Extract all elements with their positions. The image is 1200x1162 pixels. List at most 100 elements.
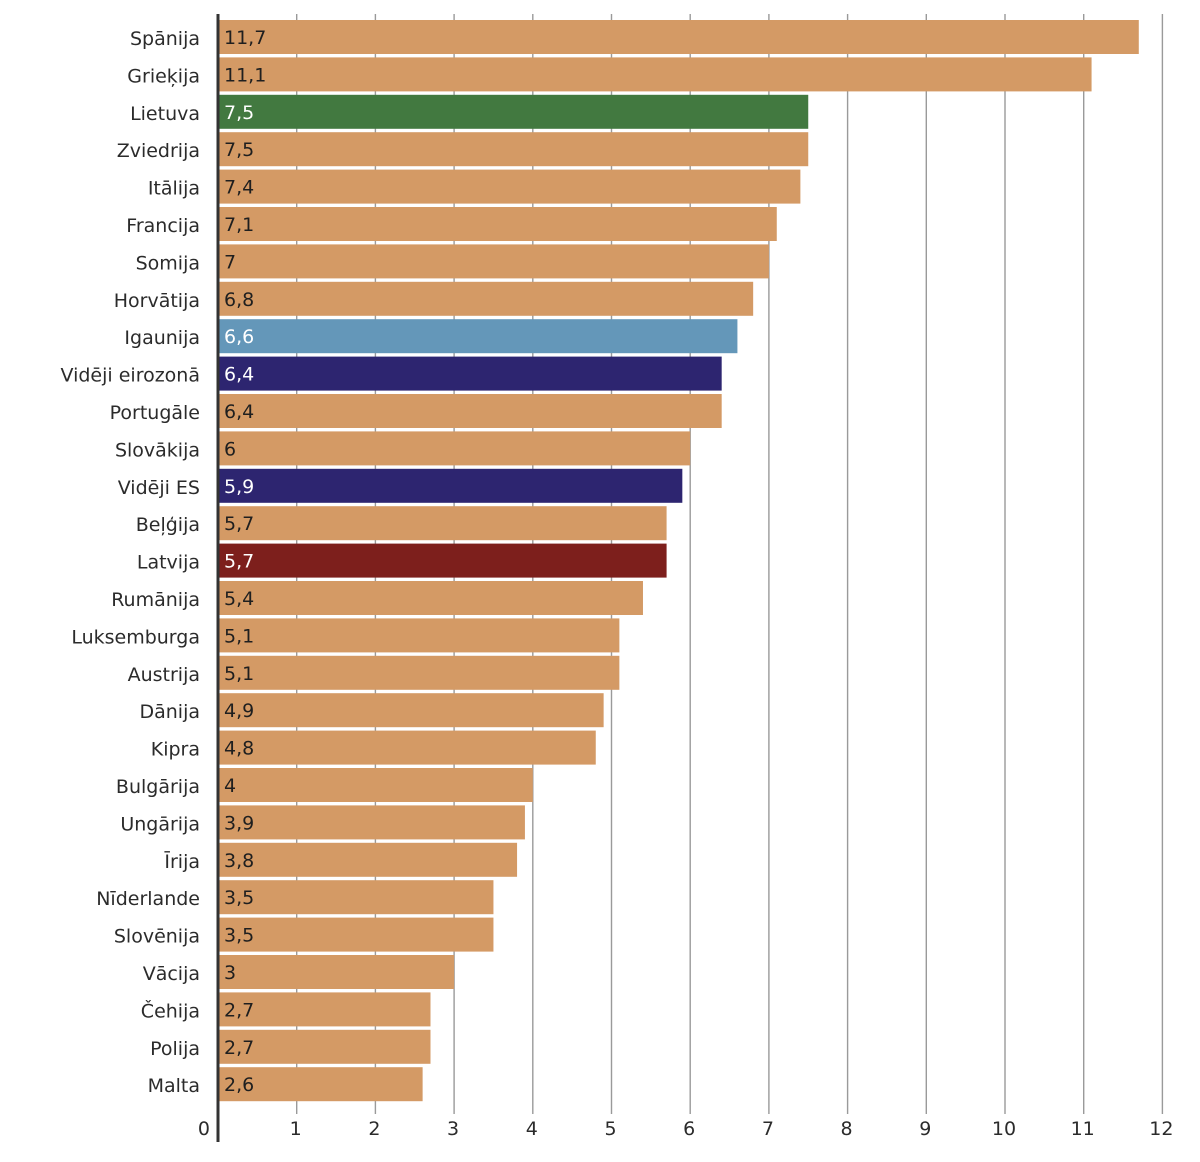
category-label: Slovēnija <box>114 926 200 948</box>
bar <box>218 468 683 503</box>
bar <box>218 880 494 915</box>
category-label: Latvija <box>137 552 200 574</box>
data-label: 5,9 <box>224 476 254 498</box>
bar <box>218 655 620 690</box>
data-label: 4 <box>224 775 236 797</box>
data-label: 7,5 <box>224 102 254 124</box>
category-label: Slovākija <box>115 439 200 461</box>
category-label: Polija <box>150 1038 200 1060</box>
bar <box>218 955 455 989</box>
bar <box>218 20 1139 54</box>
category-label: Austrija <box>128 664 200 686</box>
category-label: Grieķija <box>127 65 200 87</box>
bar-layer: 11,7 11,1 7,5 7,5 7,4 7,1 7 6,8 6,6 6,4 6,4 6 5,9 5,7… <box>218 20 1139 1102</box>
bar <box>218 356 722 391</box>
data-label: 6 <box>224 438 236 460</box>
data-label: 5,7 <box>224 513 254 535</box>
data-label: 7,1 <box>224 214 254 236</box>
x-tick-label: 6 <box>683 1118 695 1140</box>
x-tick-label: 4 <box>526 1118 538 1140</box>
category-label: Lietuva <box>130 103 200 125</box>
bar <box>218 94 809 129</box>
data-label: 2,7 <box>224 1037 254 1059</box>
category-label: Horvātija <box>114 290 200 312</box>
bar <box>218 618 620 653</box>
bar <box>218 842 518 877</box>
bar <box>218 169 801 204</box>
category-label: Nīderlande <box>96 888 200 910</box>
category-label: Zviedrija <box>117 140 200 162</box>
category-label: Ungārija <box>120 813 200 835</box>
bar <box>218 1029 431 1064</box>
category-label: Luksemburga <box>71 626 200 648</box>
data-label: 7,4 <box>224 177 254 199</box>
category-label: Portugāle <box>110 402 200 424</box>
bar <box>218 992 431 1027</box>
data-label: 6,4 <box>224 401 254 423</box>
category-label: Itālija <box>148 178 200 200</box>
data-label: 6,8 <box>224 289 254 311</box>
category-label: Somija <box>136 252 200 274</box>
data-label: 4,8 <box>224 738 254 760</box>
category-label: Francija <box>126 215 200 237</box>
bar <box>218 1067 423 1102</box>
category-label: Beļģija <box>136 514 200 536</box>
x-tick-label: 10 <box>992 1118 1016 1140</box>
x-tick-label: 7 <box>762 1118 774 1140</box>
x-axis-ticks: 0 1 2 3 4 5 6 7 8 9 10 11 12 <box>198 1118 1174 1140</box>
x-tick-label: 9 <box>919 1118 931 1140</box>
data-label: 6,4 <box>224 364 254 386</box>
data-label: 2,6 <box>224 1074 254 1096</box>
x-tick-label: 12 <box>1149 1118 1173 1140</box>
bar <box>218 319 738 354</box>
x-tick-label: 11 <box>1071 1118 1095 1140</box>
x-tick-label: 5 <box>604 1118 616 1140</box>
data-label: 5,1 <box>224 663 254 685</box>
category-label: Vidēji eirozonā <box>61 365 200 387</box>
bar <box>218 281 754 316</box>
bar <box>218 543 667 578</box>
bar <box>218 207 777 241</box>
data-label: 5,1 <box>224 625 254 647</box>
data-label: 5,4 <box>224 588 254 610</box>
category-label: Vācija <box>143 963 200 985</box>
bar <box>218 805 525 840</box>
bar <box>218 768 533 802</box>
x-tick-label: 1 <box>290 1118 302 1140</box>
category-label: Spānija <box>130 28 200 50</box>
data-label: 5,7 <box>224 551 254 573</box>
data-label: 2,7 <box>224 999 254 1021</box>
category-label: Īrija <box>164 849 200 873</box>
bar <box>218 730 596 765</box>
x-tick-label: 3 <box>447 1118 459 1140</box>
bar <box>218 917 494 952</box>
category-labels: Spānija Grieķija Lietuva Zviedrija Itālija Fr… <box>61 28 200 1097</box>
data-label: 3,8 <box>224 850 254 872</box>
x-tick-label: 8 <box>841 1118 853 1140</box>
bar <box>218 581 643 615</box>
data-label: 7,5 <box>224 139 254 161</box>
data-label: 3 <box>224 962 236 984</box>
bar <box>218 506 667 541</box>
data-label: 3,9 <box>224 812 254 834</box>
bar <box>218 244 769 279</box>
bar <box>218 431 691 466</box>
category-label: Dānija <box>139 701 200 723</box>
data-label: 6,6 <box>224 326 254 348</box>
bar <box>218 394 722 428</box>
category-label: Bulgārija <box>116 776 200 798</box>
bar <box>218 57 1092 92</box>
category-label: Vidēji ES <box>118 477 200 499</box>
category-label: Kipra <box>151 739 200 761</box>
data-label: 11,1 <box>224 64 266 86</box>
data-label: 3,5 <box>224 925 254 947</box>
category-label: Čehija <box>141 998 200 1022</box>
category-label: Rumānija <box>111 589 200 611</box>
bar <box>218 132 809 167</box>
x-tick-label: 0 <box>198 1118 210 1140</box>
bar <box>218 693 604 728</box>
data-label: 7 <box>224 251 236 273</box>
category-label: Malta <box>148 1075 200 1097</box>
